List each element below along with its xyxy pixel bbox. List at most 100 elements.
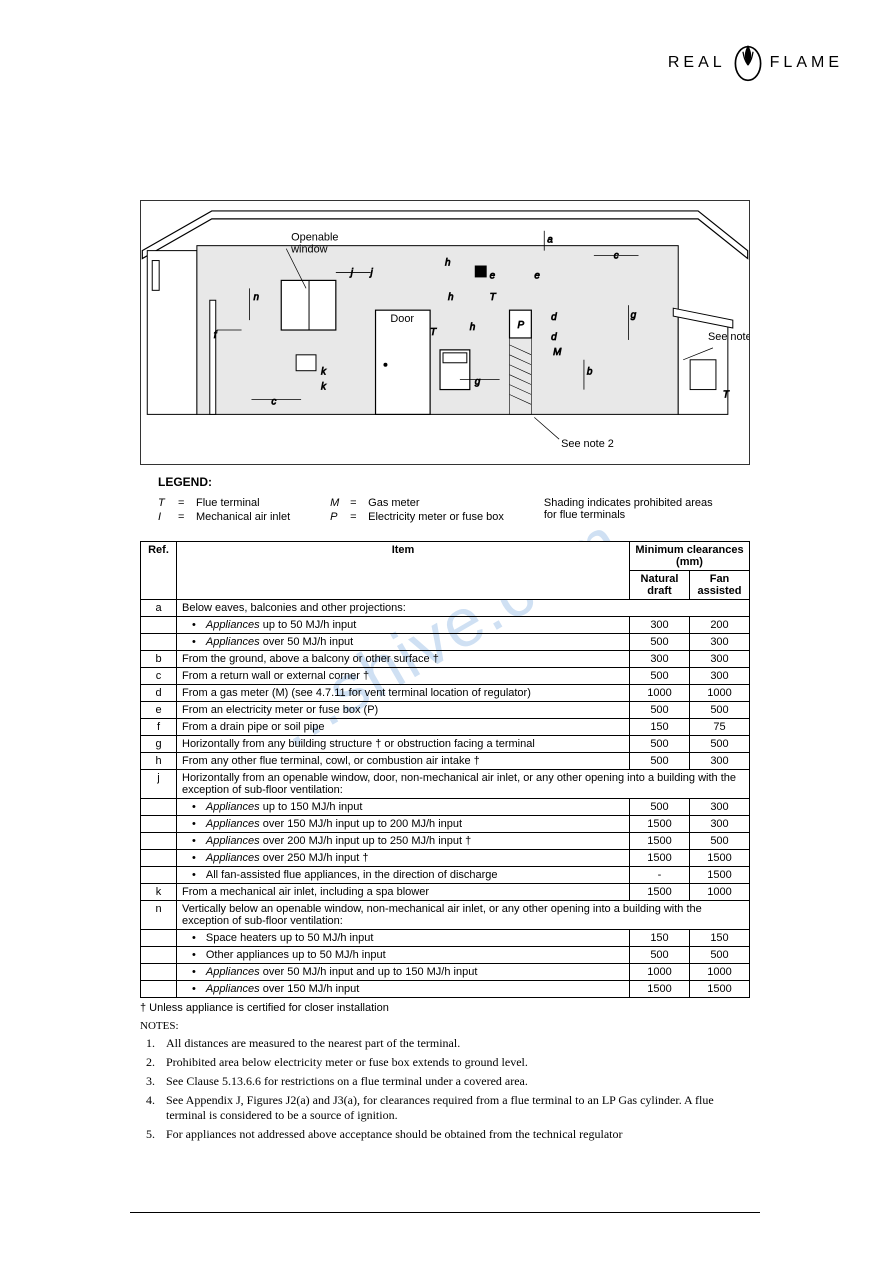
cell-natural: 1000 xyxy=(630,964,690,981)
note-item: See Appendix J, Figures J2(a) and J3(a),… xyxy=(158,1093,750,1123)
th-fan: Fan assisted xyxy=(690,571,750,600)
cell-fan: 1000 xyxy=(690,685,750,702)
cell-ref xyxy=(141,799,177,816)
cell-item: From the ground, above a balcony or othe… xyxy=(177,651,630,668)
table-row: Appliances up to 50 MJ/h input300200 xyxy=(141,617,750,634)
cell-item: Appliances over 200 MJ/h input up to 250… xyxy=(177,833,630,850)
cell-natural: 150 xyxy=(630,719,690,736)
cell-natural: 1500 xyxy=(630,833,690,850)
cell-fan: 500 xyxy=(690,702,750,719)
table-row: kFrom a mechanical air inlet, including … xyxy=(141,884,750,901)
cell-ref: k xyxy=(141,884,177,901)
svg-text:See note 3: See note 3 xyxy=(708,331,749,343)
cell-item: Appliances over 50 MJ/h input and up to … xyxy=(177,964,630,981)
legend-sym: T xyxy=(158,497,170,509)
table-row: hFrom any other flue terminal, cowl, or … xyxy=(141,753,750,770)
flame-icon xyxy=(730,40,766,85)
brand-left: REAL xyxy=(668,54,726,72)
cell-ref: c xyxy=(141,668,177,685)
svg-text:e: e xyxy=(490,270,496,281)
cell-ref: h xyxy=(141,753,177,770)
cell-item: Appliances over 150 MJ/h input xyxy=(177,981,630,998)
clearances-table: Ref. Item Minimum clearances (mm) Natura… xyxy=(140,541,750,998)
cell-natural: 1500 xyxy=(630,816,690,833)
th-ref: Ref. xyxy=(141,542,177,600)
table-row: cFrom a return wall or external corner †… xyxy=(141,668,750,685)
svg-text:c: c xyxy=(614,251,619,262)
cell-natural: 500 xyxy=(630,634,690,651)
svg-text:M: M xyxy=(553,347,562,358)
svg-text:See note 2: See note 2 xyxy=(561,438,614,450)
cell-fan: 1000 xyxy=(690,964,750,981)
legend-text: Gas meter xyxy=(368,497,419,509)
table-row: gHorizontally from any building structur… xyxy=(141,736,750,753)
svg-text:e: e xyxy=(534,270,540,281)
cell-natural: 500 xyxy=(630,702,690,719)
cell-fan: 150 xyxy=(690,930,750,947)
cell-ref xyxy=(141,634,177,651)
cell-fan: 75 xyxy=(690,719,750,736)
note-item: All distances are measured to the neares… xyxy=(158,1036,750,1051)
table-row: bFrom the ground, above a balcony or oth… xyxy=(141,651,750,668)
table-row: fFrom a drain pipe or soil pipe15075 xyxy=(141,719,750,736)
cell-natural: - xyxy=(630,867,690,884)
legend-col-1: T=Flue terminal I=Mechanical air inlet xyxy=(158,497,290,523)
cell-ref xyxy=(141,617,177,634)
cell-item-span: Below eaves, balconies and other project… xyxy=(177,600,750,617)
cell-item: Horizontally from any building structure… xyxy=(177,736,630,753)
dagger-note: † Unless appliance is certified for clos… xyxy=(140,1002,750,1014)
cell-natural: 500 xyxy=(630,799,690,816)
cell-item: From a return wall or external corner † xyxy=(177,668,630,685)
cell-item: From a gas meter (M) (see 4.7.11 for ven… xyxy=(177,685,630,702)
cell-natural: 1000 xyxy=(630,685,690,702)
svg-text:g: g xyxy=(631,310,637,321)
cell-natural: 300 xyxy=(630,651,690,668)
cell-fan: 500 xyxy=(690,833,750,850)
cell-fan: 500 xyxy=(690,947,750,964)
cell-item: Appliances over 150 MJ/h input up to 200… xyxy=(177,816,630,833)
table-row: Appliances over 50 MJ/h input500300 xyxy=(141,634,750,651)
table-row: Appliances over 150 MJ/h input15001500 xyxy=(141,981,750,998)
legend-title: LEGEND: xyxy=(158,475,750,489)
cell-ref xyxy=(141,850,177,867)
brand-header: REAL FLAME xyxy=(668,40,843,85)
legend-sym: I xyxy=(158,511,170,523)
svg-text:c: c xyxy=(271,396,276,407)
cell-natural: 500 xyxy=(630,753,690,770)
th-min: Minimum clearances (mm) xyxy=(630,542,750,571)
cell-natural: 150 xyxy=(630,930,690,947)
table-row: jHorizontally from an openable window, d… xyxy=(141,770,750,799)
svg-text:P: P xyxy=(517,320,524,331)
cell-item: Space heaters up to 50 MJ/h input xyxy=(177,930,630,947)
notes-title: NOTES: xyxy=(140,1020,750,1032)
cell-fan: 1500 xyxy=(690,850,750,867)
cell-ref xyxy=(141,816,177,833)
legend-text: Electricity meter or fuse box xyxy=(368,511,504,523)
svg-text:window: window xyxy=(290,244,327,256)
cell-fan: 300 xyxy=(690,634,750,651)
cell-item: Appliances over 50 MJ/h input xyxy=(177,634,630,651)
cell-item: From a drain pipe or soil pipe xyxy=(177,719,630,736)
cell-ref: j xyxy=(141,770,177,799)
note-item: See Clause 5.13.6.6 for restrictions on … xyxy=(158,1074,750,1089)
table-row: Appliances up to 150 MJ/h input500300 xyxy=(141,799,750,816)
svg-text:d: d xyxy=(551,332,557,343)
cell-item: All fan-assisted flue appliances, in the… xyxy=(177,867,630,884)
cell-natural: 1500 xyxy=(630,884,690,901)
notes-list: All distances are measured to the neares… xyxy=(140,1036,750,1142)
legend-row: T=Flue terminal I=Mechanical air inlet M… xyxy=(158,497,750,523)
cell-natural: 1500 xyxy=(630,850,690,867)
svg-text:T: T xyxy=(490,292,497,303)
cell-ref xyxy=(141,981,177,998)
cell-fan: 300 xyxy=(690,651,750,668)
legend-sym: M xyxy=(330,497,342,509)
cell-natural: 300 xyxy=(630,617,690,634)
cell-fan: 300 xyxy=(690,753,750,770)
svg-text:h: h xyxy=(470,322,476,333)
cell-fan: 1000 xyxy=(690,884,750,901)
cell-item: Other appliances up to 50 MJ/h input xyxy=(177,947,630,964)
cell-item: From any other flue terminal, cowl, or c… xyxy=(177,753,630,770)
cell-item: Appliances up to 50 MJ/h input xyxy=(177,617,630,634)
table-row: aBelow eaves, balconies and other projec… xyxy=(141,600,750,617)
cell-item: From an electricity meter or fuse box (P… xyxy=(177,702,630,719)
